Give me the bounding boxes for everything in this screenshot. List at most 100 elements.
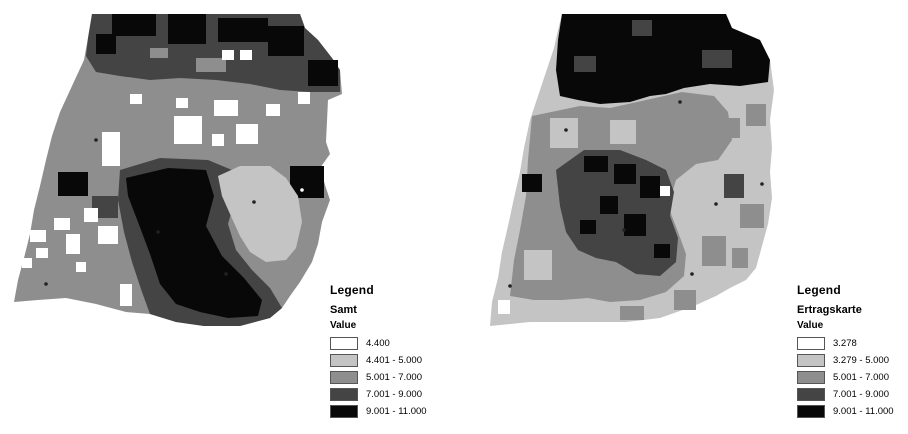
zone-white (30, 230, 46, 242)
legend-ertragskarte: Legend Ertragskarte Value 3.278 3.279 - 5… (797, 283, 894, 420)
sample-point (564, 128, 568, 132)
zone-black (522, 174, 542, 192)
legend-class-row: 4.400 (330, 335, 427, 352)
legend-class-label: 7.001 - 9.000 (366, 389, 422, 400)
zone-black (600, 196, 618, 214)
zone-white (498, 300, 510, 314)
sample-point (44, 282, 48, 286)
legend-field-name: Value (797, 320, 824, 331)
legend-class-row: 7.001 - 9.000 (330, 386, 427, 403)
zone-white (98, 226, 118, 244)
legend-class-label: 5.001 - 7.000 (366, 372, 422, 383)
zone-white (212, 134, 224, 146)
sample-point (300, 188, 304, 192)
legend-layer-name: Ertragskarte (797, 304, 862, 316)
zone-dark (674, 290, 696, 310)
zone-black (654, 244, 670, 258)
zone-dark (92, 196, 118, 218)
legend-class-label: 5.001 - 7.000 (833, 372, 889, 383)
zone-light (524, 250, 552, 280)
zone-white (102, 132, 120, 166)
zone-black (58, 172, 88, 196)
zone-white (176, 98, 188, 108)
legend-swatch (330, 405, 358, 418)
legend-class-label: 3.278 (833, 338, 857, 349)
legend-layer-name: Samt (330, 304, 357, 316)
legend-swatch (797, 405, 825, 418)
legend-field-name: Value (330, 320, 357, 331)
legend-swatch (797, 388, 825, 401)
zone-white (84, 208, 98, 222)
legend-class-label: 9.001 - 11.000 (833, 406, 894, 417)
zone-dark (724, 174, 744, 198)
zone-light (218, 166, 302, 262)
zone-dark (702, 50, 732, 68)
zone-black (624, 214, 646, 236)
zone-black (308, 60, 338, 86)
legend-samt: Legend Samt Value 4.400 4.401 - 5.000 5.00… (330, 283, 427, 420)
zone-gray (710, 118, 740, 138)
legend-class-row: 7.001 - 9.000 (797, 386, 894, 403)
legend-title: Legend (797, 283, 841, 297)
legend-class-label: 4.401 - 5.000 (366, 355, 422, 366)
map-panel-samt: Legend Samt Value 4.400 4.401 - 5.000 5.00… (14, 14, 427, 420)
sample-point (252, 200, 256, 204)
sample-point (224, 272, 228, 276)
zone-gray (740, 204, 764, 228)
zone-gray (196, 58, 226, 72)
zone-black (96, 34, 116, 54)
legend-class-label: 7.001 - 9.000 (833, 389, 889, 400)
legend-class-list: 4.400 4.401 - 5.000 5.001 - 7.000 7.001 - 9… (330, 335, 427, 420)
zone-black-top (556, 14, 770, 104)
zone-white (236, 124, 258, 144)
zone-white (120, 284, 132, 306)
zone-black-lower (126, 168, 262, 318)
legend-swatch (330, 371, 358, 384)
zone-white (174, 116, 202, 144)
legend-title: Legend (330, 283, 374, 297)
sample-point (760, 182, 764, 186)
zone-black (614, 164, 636, 184)
map-panel-ertragskarte: Legend Ertragskarte Value 3.278 3.279 - 5… (470, 0, 908, 434)
sample-point (714, 202, 718, 206)
sample-point (156, 230, 160, 234)
zone-white (54, 218, 70, 230)
zone-dark (702, 236, 726, 266)
legend-class-row: 9.001 - 11.000 (797, 403, 894, 420)
zone-white (298, 92, 310, 104)
zone-light (610, 120, 636, 144)
zone-black (268, 26, 304, 56)
zone-dark (632, 20, 652, 36)
ertragskarte-raster-map (490, 14, 774, 326)
zone-dark (574, 56, 596, 72)
legend-class-row: 5.001 - 7.000 (330, 369, 427, 386)
sample-point (678, 100, 682, 104)
sample-point (690, 272, 694, 276)
zone-white (222, 50, 234, 60)
zone-white (36, 248, 48, 258)
legend-swatch (330, 388, 358, 401)
legend-class-label: 9.001 - 11.000 (366, 406, 427, 417)
legend-class-label: 3.279 - 5.000 (833, 355, 889, 366)
sample-point (508, 284, 512, 288)
zone-white (240, 50, 252, 60)
zone-gray (746, 104, 766, 126)
zone-black (112, 14, 156, 36)
zone-dark (732, 248, 748, 268)
zone-gray (150, 48, 168, 58)
legend-class-row: 3.278 (797, 335, 894, 352)
legend-class-row: 3.279 - 5.000 (797, 352, 894, 369)
zone-white (266, 104, 280, 116)
zone-black (218, 18, 268, 42)
sample-point (94, 138, 98, 142)
zone-white (76, 262, 86, 272)
zone-black (580, 220, 596, 234)
zone-light (550, 118, 578, 148)
zone-white (130, 94, 142, 104)
zone-black (168, 14, 206, 44)
zone-black (640, 176, 660, 198)
legend-swatch (797, 354, 825, 367)
samt-raster-map (14, 14, 342, 326)
zone-white (66, 234, 80, 254)
legend-swatch (330, 354, 358, 367)
